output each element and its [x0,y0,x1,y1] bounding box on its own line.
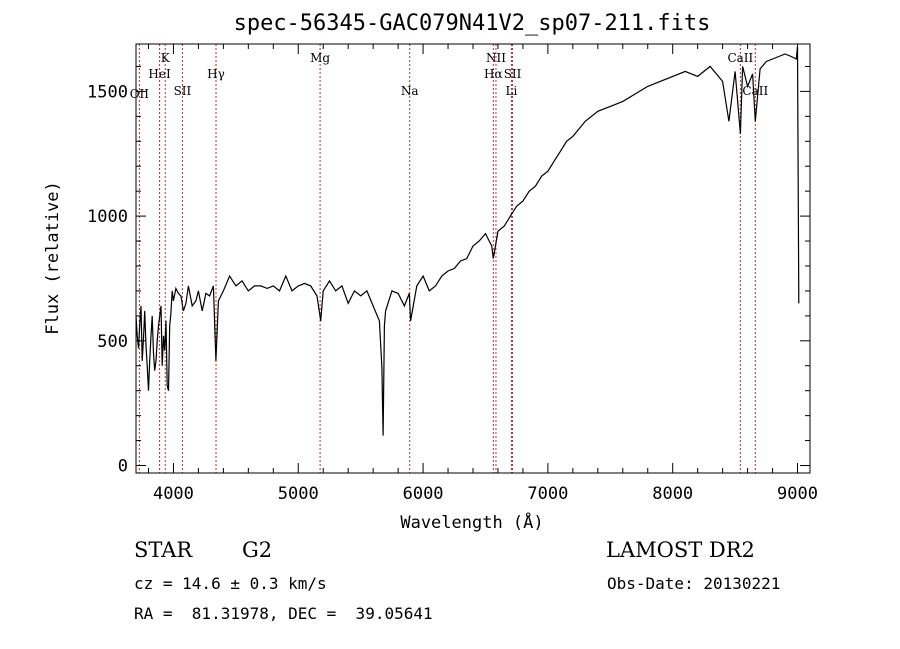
axis-ticks-layer: 4000 5000 6000 7000 8000 9000 0 500 1000 1500 [87,44,818,504]
x-tick-label: 5000 [278,484,319,504]
spectral-line-label: Na [401,84,419,98]
spectral-line-label: CaII [742,84,768,98]
spectral-line-label: Li [506,84,518,98]
spectral-line-label: OII [130,87,150,101]
spectral-line-label: NII [486,51,506,65]
chart-title: spec-56345-GAC079N41V2_sp07-211.fits [234,11,711,36]
spectrum-series [135,46,800,436]
spectral-line-label: Hγ [207,67,225,81]
spectral-line-label: K [161,51,171,65]
obs-date: Obs-Date: 20130221 [607,574,781,593]
coordinates: RA = 81.31978, DEC = 39.05641 [134,604,433,623]
x-axis-label: Wavelength (Å) [400,511,543,533]
y-tick-label: 500 [97,332,128,352]
spectral-line-label: Mg [310,51,330,65]
x-tick-label: 7000 [527,484,568,504]
y-axis-label: Flux (relative) [43,181,63,335]
plot-frame [135,43,811,474]
x-tick-label: 9000 [777,484,818,504]
y-tick-label: 1000 [87,207,128,227]
object-subclass: G2 [242,538,273,562]
x-tick-label: 6000 [403,484,444,504]
y-tick-label: 1500 [87,82,128,102]
x-tick-label: 8000 [652,484,693,504]
y-tick-label: 0 [118,457,128,477]
spectral-line-label: SII [504,67,522,81]
spectrum-layer [135,46,800,436]
spectral-line-label: SII [174,84,192,98]
x-tick-label: 4000 [153,484,194,504]
object-class: STAR [134,538,193,562]
spectral-line-label: HeI [148,67,171,81]
redshift-readout: cz = 14.6 ± 0.3 km/s [134,574,327,593]
spectral-line-label: CaII [727,51,753,65]
spectral-line-label: Hα [484,67,503,81]
survey-label: LAMOST DR2 [606,538,755,562]
